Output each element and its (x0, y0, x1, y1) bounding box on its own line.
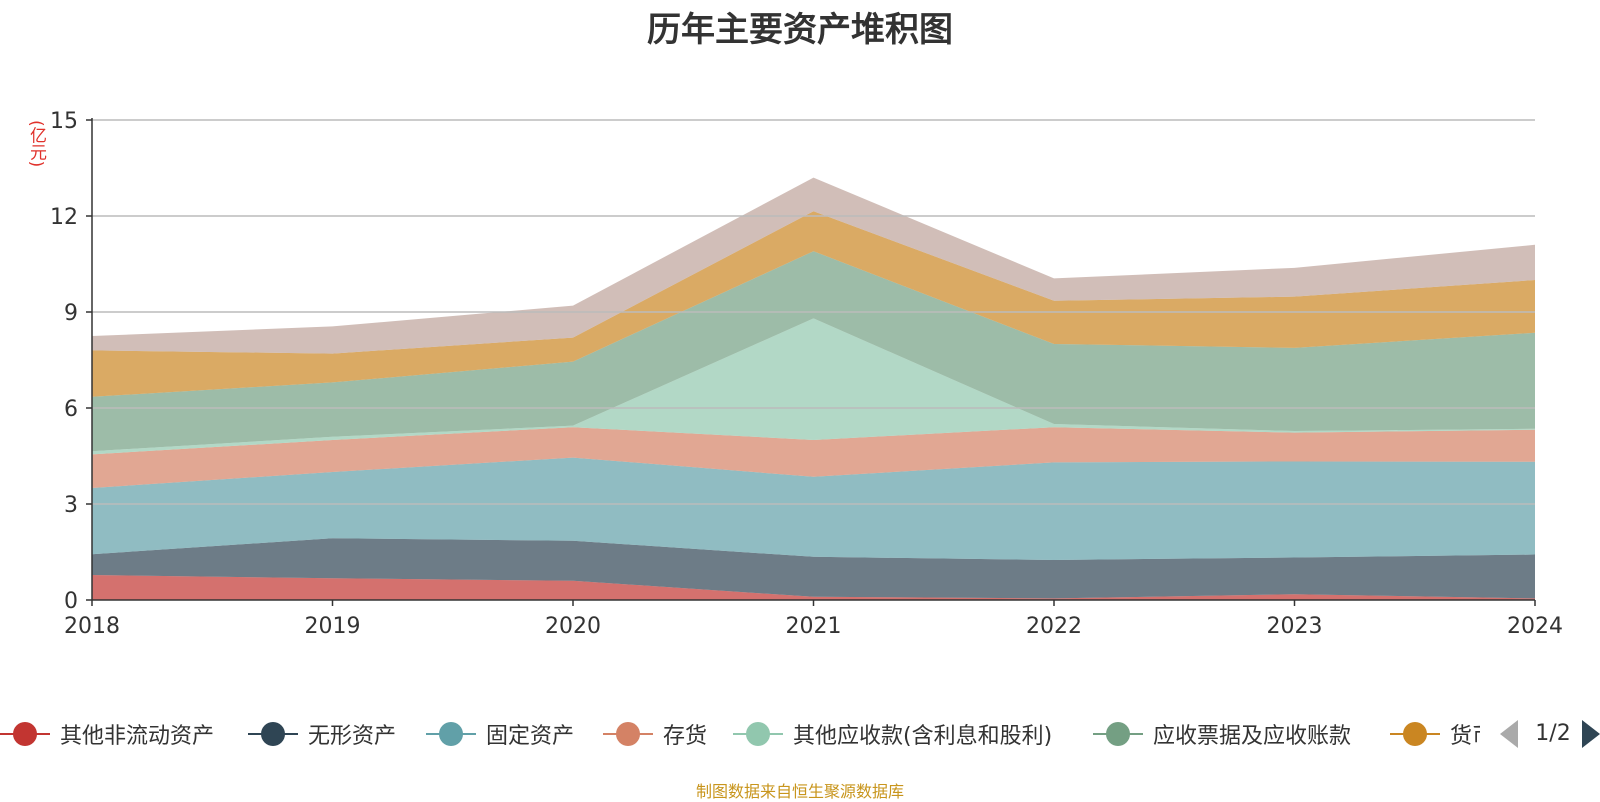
legend-item-notes-accounts-receivable[interactable]: 应收票据及应收账款 (1093, 716, 1351, 752)
legend-next-page-icon[interactable] (1582, 720, 1600, 748)
area-series-7 (92, 177, 1535, 354)
y-tick-label: 3 (64, 493, 78, 518)
y-tick-label: 9 (64, 301, 78, 326)
legend-marker-icon (248, 716, 298, 752)
y-tick-label: 15 (50, 109, 78, 134)
legend-label: 存货 (663, 724, 708, 749)
x-tick-label: 2018 (64, 614, 120, 639)
y-tick-label: 6 (64, 397, 78, 422)
legend-label: 其他应收款(含利息和股利) (793, 724, 1053, 749)
area-series-0 (92, 575, 1535, 600)
legend-marker-icon (603, 716, 653, 752)
chart-title: 历年主要资产堆积图 (647, 10, 953, 50)
legend-prev-page-icon[interactable] (1500, 720, 1518, 748)
legend-label: 无形资产 (308, 724, 397, 749)
data-source-note: 制图数据来自恒生聚源数据库 (695, 782, 904, 801)
legend-marker-icon (1093, 716, 1143, 752)
area-series-4 (92, 318, 1535, 455)
legend-item-other-noncurrent-assets[interactable]: 其他非流动资产 (0, 716, 214, 752)
legend-item-other-receivables[interactable]: 其他应收款(含利息和股利) (733, 716, 1052, 752)
x-tick-label: 2021 (786, 614, 842, 639)
area-series-1 (92, 538, 1535, 599)
area-series-2 (92, 457, 1535, 560)
legend-page-indicator: 1/2 (1535, 721, 1571, 746)
x-tick-label: 2023 (1267, 614, 1323, 639)
area-series-6 (92, 211, 1535, 397)
legend-label: 其他非流动资产 (60, 724, 215, 749)
legend-marker-icon (1390, 716, 1440, 752)
legend-item-inventory[interactable]: 存货 (603, 716, 707, 752)
legend-label: 固定资产 (486, 724, 575, 749)
legend-label: 货币 (1450, 724, 1480, 749)
y-axis-unit-label: (亿元) (26, 120, 46, 168)
x-tick-label: 2024 (1507, 614, 1563, 639)
y-tick-label: 12 (50, 205, 78, 230)
chart-legend: 其他非流动资产 无形资产 固定资产 存货 其他应收款(含利息和股利) 应收票据及… (0, 716, 1480, 752)
legend-item-intangible-assets[interactable]: 无形资产 (248, 716, 396, 752)
x-tick-label: 2022 (1026, 614, 1082, 639)
y-tick-label: 0 (64, 589, 78, 614)
x-tick-label: 2020 (545, 614, 601, 639)
legend-marker-icon (733, 716, 783, 752)
x-tick-label: 2019 (305, 614, 361, 639)
legend-label: 应收票据及应收账款 (1153, 724, 1352, 749)
area-series-5 (92, 251, 1535, 452)
area-series-3 (92, 427, 1535, 488)
legend-item-cash[interactable]: 货币 (1390, 716, 1480, 752)
legend-item-fixed-assets[interactable]: 固定资产 (426, 716, 574, 752)
legend-marker-icon (426, 716, 476, 752)
legend-marker-icon (0, 716, 50, 752)
legend-pager: 1/2 (1500, 716, 1600, 752)
